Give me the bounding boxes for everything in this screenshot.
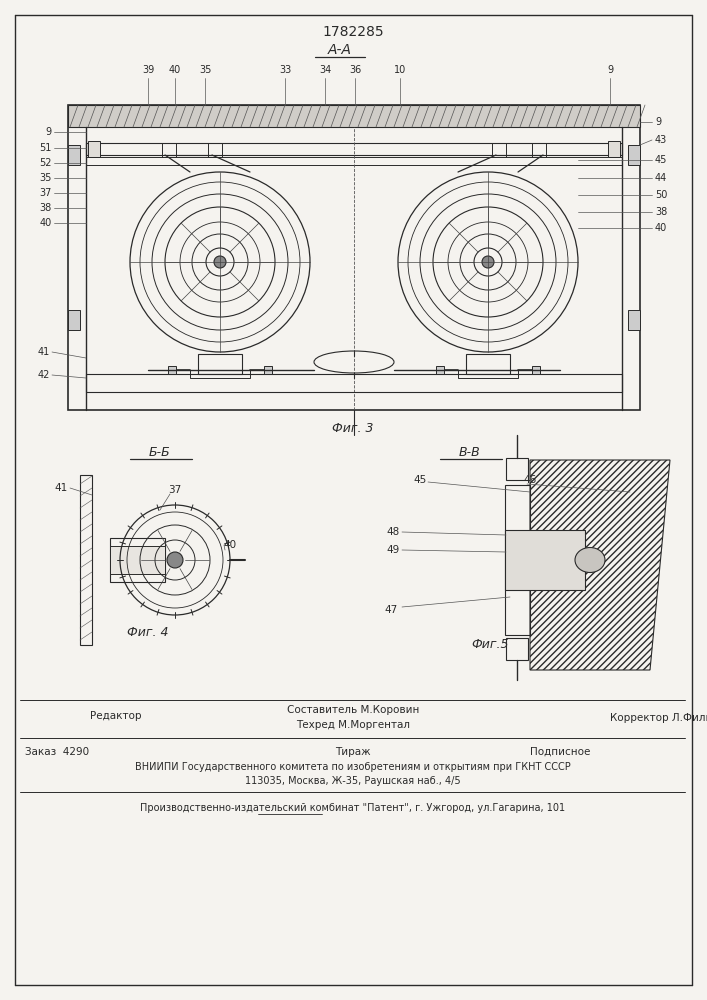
Bar [86,374,622,392]
Bar [110,546,165,574]
Bar [208,143,222,157]
Bar [68,105,640,410]
Circle shape [167,552,183,568]
Bar [190,370,250,378]
Circle shape [214,256,226,268]
Text: 1782285: 1782285 [322,25,384,39]
Text: 41: 41 [54,483,68,493]
Text: 33: 33 [279,65,291,75]
Bar [436,366,444,374]
Text: Редактор: Редактор [90,711,141,721]
Text: 45: 45 [655,155,667,165]
Text: 40: 40 [40,218,52,228]
Text: 9: 9 [46,127,52,137]
Text: 113035, Москва, Ж-35, Раушская наб., 4/5: 113035, Москва, Ж-35, Раушская наб., 4/5 [245,776,461,786]
Text: Корректор Л.Филь: Корректор Л.Филь [610,713,707,723]
Circle shape [482,256,494,268]
Text: 42: 42 [37,370,50,380]
Text: 40: 40 [223,540,237,550]
Text: 37: 37 [40,188,52,198]
Text: 39: 39 [142,65,154,75]
Bar [505,530,585,590]
Text: 35: 35 [199,65,211,75]
Text: В-В: В-В [459,446,481,458]
Text: 51: 51 [40,143,52,153]
Text: 34: 34 [319,65,331,75]
Text: Тираж: Тираж [335,747,370,757]
Text: Фиг. 3: Фиг. 3 [332,422,374,434]
Text: Фиг. 4: Фиг. 4 [127,626,169,639]
Text: Заказ  4290: Заказ 4290 [25,747,89,757]
Bar [466,354,510,374]
Bar [532,366,540,374]
Bar [492,143,506,157]
Text: 44: 44 [655,173,667,183]
Text: Б-Б: Б-Б [149,446,171,458]
Bar [608,141,620,157]
Text: 45: 45 [414,475,426,485]
Bar [264,366,272,374]
Text: Составитель М.Коровин: Составитель М.Коровин [287,705,419,715]
Bar [68,105,640,127]
Bar [198,354,242,374]
Text: Техред М.Моргентал: Техред М.Моргентал [296,720,410,730]
Text: 41: 41 [37,347,50,357]
Bar [68,145,80,165]
Bar [168,366,176,374]
Text: 47: 47 [385,605,398,615]
Text: 40: 40 [655,223,667,233]
Bar [628,310,640,330]
Text: 9: 9 [655,117,661,127]
Text: 43: 43 [655,135,667,145]
Bar [88,141,100,157]
Text: А-А: А-А [328,43,352,57]
Text: 46: 46 [523,475,537,485]
Bar [532,143,546,157]
Bar [162,143,176,157]
Bar [80,475,92,645]
Bar [458,370,518,378]
Text: 9: 9 [607,65,613,75]
Text: 10: 10 [394,65,406,75]
Text: 38: 38 [40,203,52,213]
Text: 50: 50 [655,190,667,200]
Text: 35: 35 [40,173,52,183]
Ellipse shape [575,548,605,572]
Text: 36: 36 [349,65,361,75]
Text: ВНИИПИ Государственного комитета по изобретениям и открытиям при ГКНТ СССР: ВНИИПИ Государственного комитета по изоб… [135,762,571,772]
Text: 48: 48 [387,527,400,537]
Text: 49: 49 [387,545,400,555]
Text: 40: 40 [169,65,181,75]
Text: Фиг.5: Фиг.5 [472,639,509,652]
Bar [506,458,528,480]
Bar [86,143,622,155]
Bar [505,485,530,635]
Bar [110,538,165,582]
Bar [628,145,640,165]
Text: 38: 38 [655,207,667,217]
Text: 52: 52 [40,158,52,168]
Bar [506,638,528,660]
Text: 37: 37 [168,485,182,495]
Bar [86,157,622,165]
Bar [68,310,80,330]
Text: Подписное: Подписное [530,747,590,757]
Text: Производственно-издательский комбинат "Патент", г. Ужгород, ул.Гагарина, 101: Производственно-издательский комбинат "П… [141,803,566,813]
